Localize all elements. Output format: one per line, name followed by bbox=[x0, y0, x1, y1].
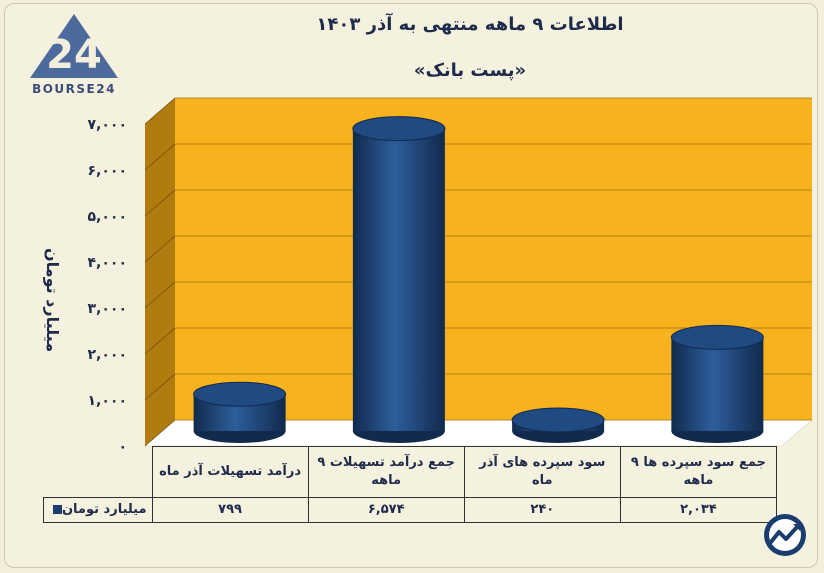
gridline bbox=[144, 419, 176, 447]
gridline bbox=[144, 143, 176, 171]
gridline bbox=[144, 281, 176, 309]
bar bbox=[193, 381, 287, 443]
gridline bbox=[144, 327, 176, 355]
bar bbox=[670, 324, 764, 443]
y-tick-label: ۴,۰۰۰ bbox=[88, 255, 128, 271]
plot-side-wall bbox=[145, 98, 175, 446]
chart-subtitle: «پست بانک» bbox=[413, 60, 527, 81]
gridline bbox=[144, 97, 176, 125]
category-label: جمع سود سپرده ها ۹ ماهه bbox=[619, 446, 778, 498]
chart-title: اطلاعات ۹ ماهه منتهی به آذر ۱۴۰۳ bbox=[316, 14, 624, 35]
bar bbox=[352, 116, 446, 443]
series-name: میلیارد تومان bbox=[61, 502, 147, 517]
gridline bbox=[144, 189, 176, 217]
category-label: درآمد تسهیلات آذر ماه bbox=[151, 446, 309, 498]
y-tick-label: ۷,۰۰۰ bbox=[88, 117, 128, 133]
bar bbox=[511, 407, 605, 443]
legend-series: میلیارد تومان bbox=[43, 497, 153, 523]
value-cell: ۲۴۰ bbox=[463, 497, 621, 523]
legend-swatch bbox=[52, 505, 62, 514]
category-label: سود سپرده های آذر ماه bbox=[463, 446, 621, 498]
y-tick-label: ۱,۰۰۰ bbox=[88, 393, 128, 409]
value-cell: ۶,۵۷۴ bbox=[307, 497, 465, 523]
value-cell: ۲,۰۳۴ bbox=[619, 497, 778, 523]
value-cell: ۷۹۹ bbox=[151, 497, 309, 523]
triangle-logo-icon: 24 bbox=[30, 14, 118, 78]
y-axis-label: میلیارد تومان bbox=[43, 247, 62, 353]
data-table: درآمد تسهیلات آذر ماه جمع درآمد تسهیلات … bbox=[43, 446, 778, 523]
gridline bbox=[144, 235, 176, 263]
y-tick-label: ۳,۰۰۰ bbox=[88, 301, 128, 317]
trend-badge-icon bbox=[764, 514, 806, 556]
brand-logo: 24 BOURSE24 bbox=[28, 12, 120, 98]
y-tick-label: ۲,۰۰۰ bbox=[88, 347, 128, 363]
gridline bbox=[144, 373, 176, 401]
y-tick-label: ۵,۰۰۰ bbox=[88, 209, 128, 225]
category-label: جمع درآمد تسهیلات ۹ ماهه bbox=[307, 446, 465, 498]
svg-text:24: 24 bbox=[46, 32, 102, 78]
brand-name: BOURSE24 bbox=[32, 82, 116, 96]
y-tick-label: ۶,۰۰۰ bbox=[88, 163, 128, 179]
table-corner bbox=[43, 446, 153, 498]
